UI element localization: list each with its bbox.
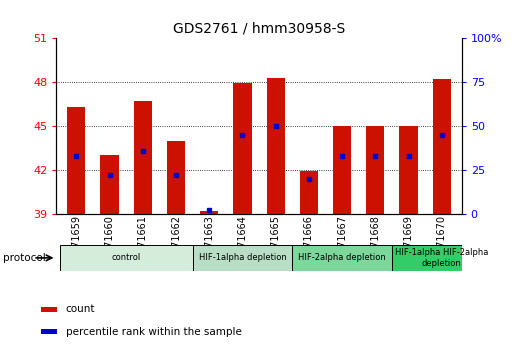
Text: protocol: protocol — [3, 253, 45, 263]
Bar — [134, 101, 152, 214]
Text: percentile rank within the sample: percentile rank within the sample — [66, 327, 242, 337]
Bar — [300, 171, 318, 214]
Bar — [400, 126, 418, 214]
Bar — [192, 245, 292, 271]
Bar — [41, 329, 57, 334]
Bar — [167, 141, 185, 214]
Text: HIF-1alpha depletion: HIF-1alpha depletion — [199, 253, 286, 263]
Bar — [432, 79, 451, 214]
Bar — [292, 245, 392, 271]
Bar — [67, 107, 86, 214]
Bar — [267, 78, 285, 214]
Bar — [233, 83, 251, 214]
Bar — [333, 126, 351, 214]
Text: control: control — [111, 253, 141, 263]
Text: count: count — [66, 304, 95, 314]
Bar — [392, 245, 491, 271]
Bar — [41, 307, 57, 312]
Text: HIF-1alpha HIF-2alpha
depletion: HIF-1alpha HIF-2alpha depletion — [395, 248, 488, 268]
Bar — [366, 126, 384, 214]
Title: GDS2761 / hmm30958-S: GDS2761 / hmm30958-S — [173, 21, 345, 36]
Bar — [60, 245, 192, 271]
Bar — [101, 155, 119, 214]
Text: HIF-2alpha depletion: HIF-2alpha depletion — [298, 253, 386, 263]
Bar — [200, 211, 219, 214]
